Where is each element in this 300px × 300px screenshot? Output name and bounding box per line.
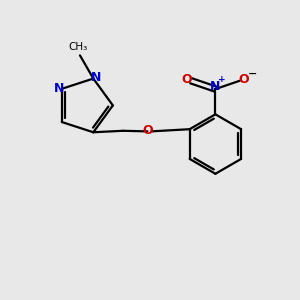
Text: N: N xyxy=(91,71,101,85)
Text: −: − xyxy=(248,69,257,79)
Text: O: O xyxy=(142,124,153,137)
Text: +: + xyxy=(218,75,226,84)
Text: O: O xyxy=(238,73,249,86)
Text: CH₃: CH₃ xyxy=(69,42,88,52)
Text: N: N xyxy=(210,80,220,93)
Text: N: N xyxy=(54,82,64,95)
Text: O: O xyxy=(182,73,193,86)
